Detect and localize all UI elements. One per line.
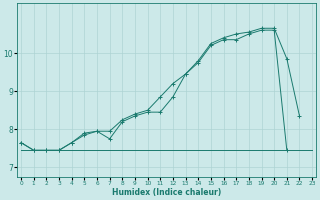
X-axis label: Humidex (Indice chaleur): Humidex (Indice chaleur): [112, 188, 221, 197]
